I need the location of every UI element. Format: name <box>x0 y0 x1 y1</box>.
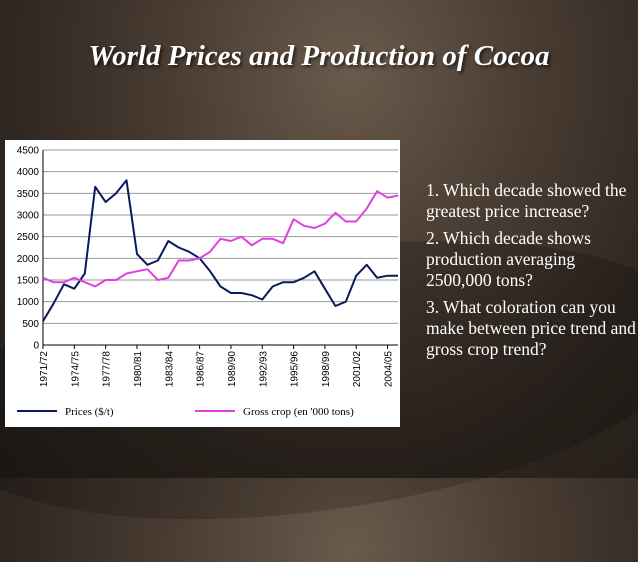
y-tick-label: 3500 <box>17 189 40 200</box>
series-line-gross-crop <box>42 190 399 288</box>
x-tick-label: 1974/75 <box>70 351 81 388</box>
y-tick-label: 1000 <box>17 297 40 308</box>
chart-frame: 0 500 1000 1500 2000 2500 3000 3500 4000 4500 1971… <box>5 140 400 427</box>
legend-label-gross-crop: Gross crop (en '000 tons) <box>243 406 354 418</box>
y-tick-label: 4500 <box>17 146 40 157</box>
y-tick-label: 1500 <box>17 276 40 287</box>
x-tick-label: 1983/84 <box>164 351 175 388</box>
y-tick-label: 4000 <box>17 167 40 178</box>
x-tick-label: 1995/96 <box>290 351 301 388</box>
y-tick-label: 3000 <box>17 211 40 222</box>
x-tick-label: 1989/90 <box>227 351 238 388</box>
x-tick-label: 1986/87 <box>196 351 207 388</box>
x-tick-label: 1998/99 <box>321 351 332 388</box>
x-tick-label: 1977/78 <box>102 351 113 388</box>
y-tick-label: 2000 <box>17 254 40 265</box>
y-tick-label: 0 <box>33 341 39 352</box>
question-1: 1. Which decade showed the greatest pric… <box>426 180 627 221</box>
x-tick-label: 2004/05 <box>384 351 395 388</box>
series-line-prices <box>42 179 398 322</box>
question-2: 2. Which decade shows production averagi… <box>426 228 591 290</box>
x-tick-label: 2001/02 <box>352 351 363 388</box>
legend-label-prices: Prices ($/t) <box>65 406 114 418</box>
x-tick-label: 1971/72 <box>39 351 50 388</box>
y-tick-label: 2500 <box>17 232 40 243</box>
line-chart: 0 500 1000 1500 2000 2500 3000 3500 4000 4500 1971… <box>17 146 399 418</box>
y-tick-label: 500 <box>22 319 39 330</box>
slide-title: World Prices and Production of Cocoa <box>88 40 550 72</box>
x-tick-label: 1980/81 <box>133 351 144 388</box>
questions-panel: 1. Which decade showed the greatest pric… <box>426 180 636 366</box>
question-3: 3. What coloration can you make between … <box>426 297 636 359</box>
x-tick-label: 1992/93 <box>258 351 269 388</box>
